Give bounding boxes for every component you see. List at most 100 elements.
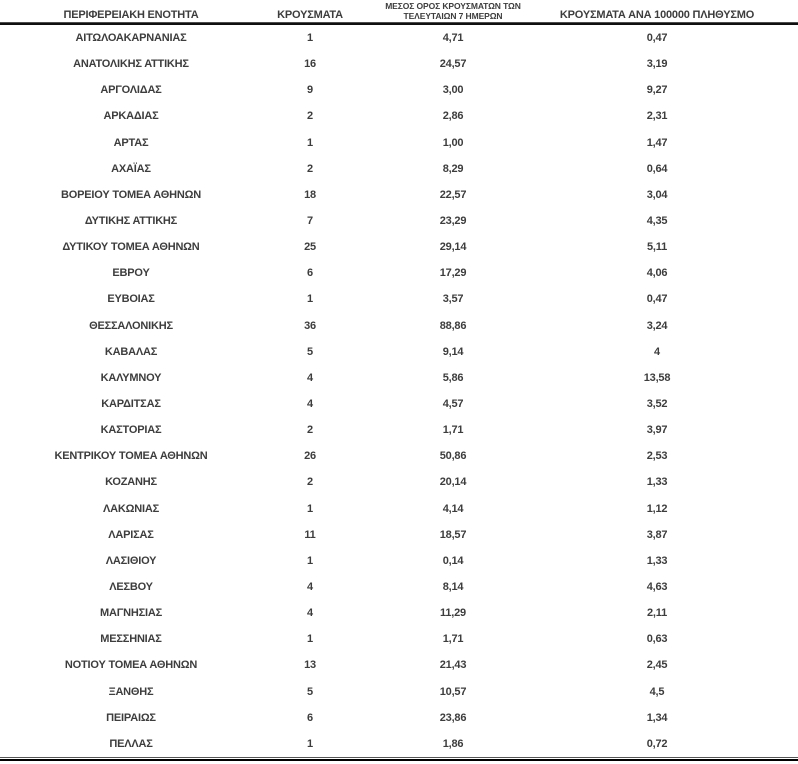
per100k-cell: 9,27 (646, 84, 668, 97)
table-row: ΔΥΤΙΚΟΥ ΤΟΜΕΑ ΑΘΗΝΩΝ 25 29,14 5,11 (0, 234, 798, 260)
per100k-cell: 5,11 (646, 241, 667, 254)
region-cell: ΜΑΓΝΗΣΙΑΣ (99, 607, 162, 620)
per100k-cell: 4 (654, 345, 660, 358)
table-row: ΛΑΡΙΣΑΣ 11 18,57 3,87 (0, 522, 798, 548)
header-rule-thick (0, 23, 798, 25)
cases-cell: 18 (304, 188, 316, 201)
avg7-cell: 11,29 (440, 607, 466, 620)
table-row: ΠΕΛΛΑΣ 1 1,86 0,72 (0, 731, 798, 757)
avg7-cell: 29,14 (439, 241, 467, 254)
per100k-cell: 2,45 (646, 659, 668, 672)
region-cell: ΑΙΤΩΛΟΑΚΑΡΝΑΝΙΑΣ (75, 32, 187, 45)
region-cell: ΞΑΝΘΗΣ (108, 685, 154, 698)
region-cell: ΘΕΣΣΑΛΟΝΙΚΗΣ (89, 319, 173, 332)
cases-cell: 2 (307, 162, 313, 175)
cases-cell: 6 (307, 711, 313, 724)
per100k-cell: 3,97 (646, 424, 668, 437)
bottom-rule-thick (0, 759, 798, 761)
cases-cell: 4 (307, 607, 313, 620)
cases-cell: 1 (307, 737, 313, 750)
column-header-per-100000: ΚΡΟΥΣΜΑΤΑ ΑΝΑ 100000 ΠΛΗΘΥΣΜΟ (559, 9, 755, 21)
cases-cell: 5 (307, 345, 313, 358)
region-cell: ΑΧΑΪΑΣ (111, 162, 151, 175)
cases-cell: 6 (307, 267, 313, 280)
region-cell: ΕΒΡΟΥ (112, 267, 150, 280)
region-cell: ΕΥΒΟΙΑΣ (107, 293, 155, 306)
per100k-cell: 2,11 (646, 607, 667, 620)
avg7-cell: 3,00 (442, 84, 464, 97)
avg7-cell: 17,29 (439, 267, 467, 280)
header-rule-thin (0, 22, 798, 23)
bottom-margin (0, 761, 798, 764)
region-cell: ΚΑΒΑΛΑΣ (104, 345, 158, 358)
per100k-cell: 4,63 (646, 581, 668, 594)
region-cell: ΛΑΣΙΘΙΟΥ (105, 554, 157, 567)
table-row: ΛΑΚΩΝΙΑΣ 1 4,14 1,12 (0, 496, 798, 522)
column-header-region: ΠΕΡΙΦΕΡΕΙΑΚΗ ΕΝΟΤΗΤΑ (63, 9, 199, 21)
per100k-cell: 3,04 (646, 188, 668, 201)
region-cell: ΑΡΓΟΛΙΔΑΣ (100, 84, 162, 97)
region-cell: ΑΡΚΑΔΙΑΣ (103, 110, 159, 123)
per100k-cell: 3,52 (646, 398, 668, 411)
avg7-cell: 9,14 (442, 345, 464, 358)
table-header-row: ΠΕΡΙΦΕΡΕΙΑΚΗ ΕΝΟΤΗΤΑ ΚΡΟΥΣΜΑΤΑ ΜΕΣΟΣ ΟΡΟ… (0, 0, 798, 22)
column-header-cases: ΚΡΟΥΣΜΑΤΑ (277, 9, 343, 21)
table-row: ΑΡΚΑΔΙΑΣ 2 2,86 2,31 (0, 103, 798, 129)
per100k-cell: 0,47 (646, 293, 668, 306)
cases-cell: 2 (307, 110, 313, 123)
per100k-cell: 1,12 (646, 502, 668, 515)
cases-cell: 1 (307, 136, 313, 149)
cases-cell: 2 (307, 424, 313, 437)
table-row: ΛΑΣΙΘΙΟΥ 1 0,14 1,33 (0, 548, 798, 574)
cases-cell: 4 (307, 398, 313, 411)
avg7-cell: 4,71 (442, 32, 464, 45)
bottom-rule-gap (0, 758, 798, 759)
table-row: ΕΥΒΟΙΑΣ 1 3,57 0,47 (0, 286, 798, 312)
avg7-cell: 0,14 (442, 554, 464, 567)
per100k-cell: 0,72 (646, 737, 668, 750)
avg7-cell: 3,57 (442, 293, 464, 306)
table-row: ΝΟΤΙΟΥ ΤΟΜΕΑ ΑΘΗΝΩΝ 13 21,43 2,45 (0, 652, 798, 678)
per100k-cell: 4,35 (646, 215, 668, 228)
avg7-cell: 22,57 (439, 188, 467, 201)
per100k-cell: 2,53 (646, 450, 668, 463)
region-cell: ΠΕΛΛΑΣ (109, 737, 153, 750)
table-row: ΕΒΡΟΥ 6 17,29 4,06 (0, 260, 798, 286)
avg7-cell: 1,71 (442, 424, 464, 437)
table-row: ΒΟΡΕΙΟΥ ΤΟΜΕΑ ΑΘΗΝΩΝ 18 22,57 3,04 (0, 182, 798, 208)
per100k-cell: 1,34 (646, 711, 668, 724)
table-row: ΜΑΓΝΗΣΙΑΣ 4 11,29 2,11 (0, 600, 798, 626)
avg7-cell: 2,86 (442, 110, 464, 123)
table-row: ΚΑΣΤΟΡΙΑΣ 2 1,71 3,97 (0, 417, 798, 443)
table-row: ΑΙΤΩΛΟΑΚΑΡΝΑΝΙΑΣ 1 4,71 0,47 (0, 25, 798, 51)
per100k-cell: 3,87 (646, 528, 668, 541)
table-row: ΚΑΡΔΙΤΣΑΣ 4 4,57 3,52 (0, 391, 798, 417)
per100k-cell: 0,63 (646, 633, 668, 646)
cases-cell: 25 (304, 241, 316, 254)
column-header-7day-average-line1: ΜΕΣΟΣ ΟΡΟΣ ΚΡΟΥΣΜΑΤΩΝ ΤΩΝ (385, 3, 521, 11)
avg7-cell: 21,43 (439, 659, 467, 672)
region-cell: ΛΑΡΙΣΑΣ (108, 528, 154, 541)
avg7-cell: 10,57 (439, 685, 467, 698)
table-row: ΑΝΑΤΟΛΙΚΗΣ ΑΤΤΙΚΗΣ 16 24,57 3,19 (0, 51, 798, 77)
region-cell: ΔΥΤΙΚΗΣ ΑΤΤΙΚΗΣ (84, 215, 178, 228)
cases-cell: 7 (307, 215, 313, 228)
cases-cell: 4 (307, 581, 313, 594)
region-cell: ΛΕΣΒΟΥ (109, 581, 153, 594)
cases-cell: 1 (307, 32, 313, 45)
avg7-cell: 20,14 (439, 476, 467, 489)
avg7-cell: 8,14 (442, 581, 464, 594)
region-cell: ΚΑΡΔΙΤΣΑΣ (101, 398, 161, 411)
region-cell: ΑΝΑΤΟΛΙΚΗΣ ΑΤΤΙΚΗΣ (73, 58, 189, 71)
region-cell: ΠΕΙΡΑΙΩΣ (106, 711, 156, 724)
per100k-cell: 1,33 (646, 554, 668, 567)
avg7-cell: 8,29 (442, 162, 464, 175)
avg7-cell: 23,29 (439, 215, 467, 228)
table-row: ΚΟΖΑΝΗΣ 2 20,14 1,33 (0, 469, 798, 495)
table-row: ΠΕΙΡΑΙΩΣ 6 23,86 1,34 (0, 705, 798, 731)
region-cell: ΚΑΣΤΟΡΙΑΣ (100, 424, 162, 437)
region-cell: ΚΑΛΥΜΝΟΥ (100, 371, 162, 384)
cases-cell: 5 (307, 685, 313, 698)
region-cell: ΚΕΝΤΡΙΚΟΥ ΤΟΜΕΑ ΑΘΗΝΩΝ (54, 450, 208, 463)
